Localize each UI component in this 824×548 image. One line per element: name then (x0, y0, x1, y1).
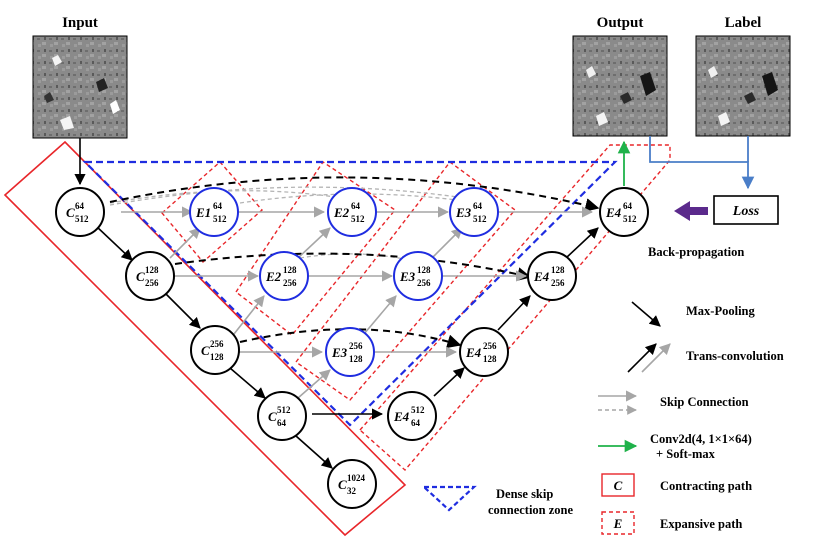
input-image (32, 35, 128, 139)
legend-contract-letter: C (614, 478, 623, 493)
svg-text:512: 512 (411, 405, 425, 415)
transconv-arrows (312, 227, 599, 420)
node-e4c: E4 256 128 (459, 327, 509, 377)
loss-box (713, 195, 779, 225)
black-skip-arcs (109, 176, 600, 349)
maxpool-arrows (74, 138, 333, 469)
node-c4: C 512 64 (257, 391, 307, 441)
svg-text:E3: E3 (331, 345, 348, 360)
svg-text:64: 64 (75, 201, 85, 211)
backprop-arrow (674, 201, 708, 221)
legend: Max-Pooling Trans-convolution Skip Conne… (421, 301, 784, 535)
svg-text:256: 256 (349, 341, 363, 351)
legend-conv-1: Conv2d(4, 1×1×64) (650, 432, 752, 446)
svg-text:64: 64 (411, 418, 421, 428)
node-e3a: E3 64 512 (449, 187, 499, 237)
svg-text:E3: E3 (455, 205, 472, 220)
svg-text:64: 64 (351, 201, 361, 211)
svg-text:256: 256 (483, 341, 497, 351)
node-e3b: E3 128 256 (393, 251, 443, 301)
svg-text:128: 128 (283, 265, 297, 275)
gray-skip-lines (121, 206, 594, 358)
legend-transconv: Trans-convolution (686, 349, 784, 363)
svg-text:C: C (201, 343, 210, 358)
legend-maxpool: Max-Pooling (686, 304, 755, 318)
legend-skip: Skip Connection (660, 395, 749, 409)
node-c1: C 64 512 (55, 187, 105, 237)
label-caption: Label (725, 15, 762, 31)
svg-text:256: 256 (210, 339, 224, 349)
svg-text:E4: E4 (465, 345, 482, 360)
svg-text:512: 512 (351, 214, 365, 224)
svg-text:512: 512 (623, 214, 637, 224)
legend-dense-1: Dense skip (496, 487, 553, 501)
node-e3c: E3 256 128 (325, 327, 375, 377)
legend-dense-2: connection zone (488, 503, 574, 517)
svg-text:64: 64 (213, 201, 223, 211)
svg-text:C: C (268, 409, 277, 424)
output-caption: Output (597, 15, 644, 31)
contracting-path-box (3, 140, 407, 537)
svg-text:E2: E2 (265, 269, 282, 284)
output-image (572, 35, 668, 137)
svg-text:128: 128 (551, 265, 565, 275)
svg-text:E4: E4 (533, 269, 550, 284)
node-c5: C 1024 32 (327, 459, 377, 509)
dense-skip-zone (82, 160, 618, 427)
svg-text:E2: E2 (333, 205, 350, 220)
input-caption: Input (62, 15, 98, 31)
node-e2a: E2 64 512 (327, 187, 377, 237)
svg-text:C: C (66, 205, 75, 220)
svg-text:128: 128 (483, 354, 497, 364)
gray-upsample-arrows (169, 227, 463, 399)
svg-text:64: 64 (473, 201, 483, 211)
svg-text:128: 128 (145, 265, 159, 275)
svg-text:256: 256 (417, 278, 431, 288)
svg-text:32: 32 (347, 486, 357, 496)
svg-text:512: 512 (75, 214, 89, 224)
node-e1: E1 64 512 (189, 187, 239, 237)
svg-text:128: 128 (417, 265, 431, 275)
legend-conv-2: + Soft-max (656, 447, 716, 461)
gray-skip-arcs (109, 186, 479, 263)
svg-text:C: C (338, 477, 347, 492)
svg-text:128: 128 (349, 354, 363, 364)
svg-text:C: C (136, 269, 145, 284)
svg-text:256: 256 (145, 278, 159, 288)
node-e4a: E4 64 512 (599, 187, 649, 237)
legend-expand: Expansive path (660, 517, 742, 531)
expansive-boxes (161, 144, 671, 471)
svg-text:128: 128 (210, 352, 224, 362)
node-e2b: E2 128 256 (259, 251, 309, 301)
svg-text:512: 512 (213, 214, 227, 224)
label-image (695, 35, 791, 137)
svg-text:1024: 1024 (347, 473, 366, 483)
node-e4b: E4 128 256 (527, 251, 577, 301)
svg-text:E1: E1 (195, 205, 211, 220)
legend-expand-letter: E (613, 516, 623, 531)
svg-text:E4: E4 (393, 409, 410, 424)
backprop-label: Back-propagation (648, 245, 744, 259)
node-c2: C 128 256 (125, 251, 175, 301)
svg-text:64: 64 (277, 418, 287, 428)
legend-contract: Contracting path (660, 479, 752, 493)
node-e4d: E4 512 64 (387, 391, 437, 441)
svg-text:64: 64 (623, 201, 633, 211)
svg-text:512: 512 (277, 405, 291, 415)
svg-text:E4: E4 (605, 205, 622, 220)
svg-text:512: 512 (473, 214, 487, 224)
svg-text:256: 256 (283, 278, 297, 288)
node-c3: C 256 128 (190, 325, 240, 375)
svg-text:E3: E3 (399, 269, 416, 284)
loss-lines (649, 136, 755, 190)
loss-label: Loss (732, 204, 760, 219)
svg-text:256: 256 (551, 278, 565, 288)
